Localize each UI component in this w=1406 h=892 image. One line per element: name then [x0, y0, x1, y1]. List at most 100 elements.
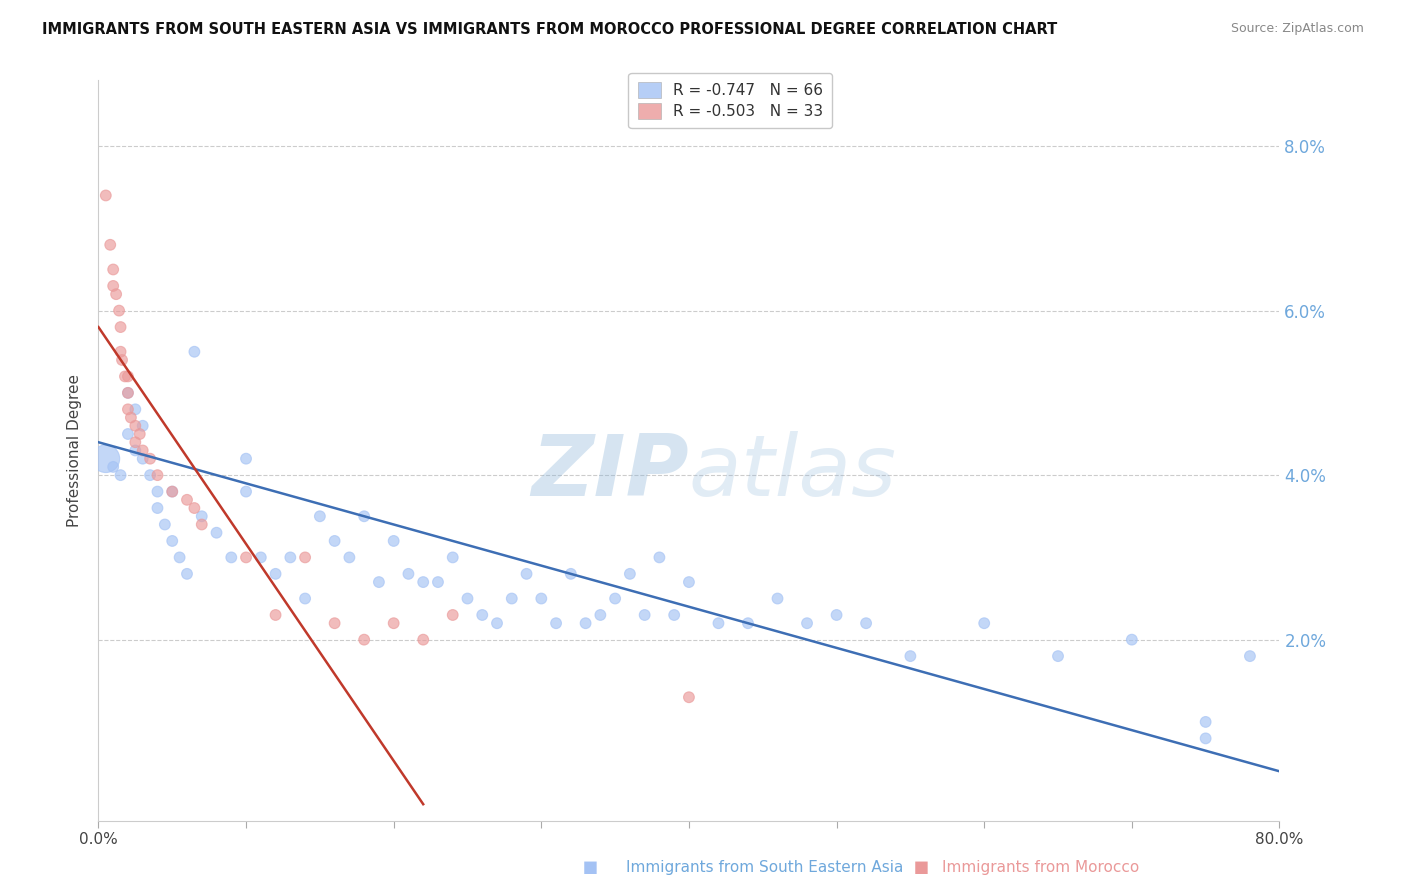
Point: [294, 591, 316, 606]
Point: [1195, 731, 1218, 746]
Point: [110, 468, 132, 483]
Point: [124, 435, 146, 450]
Point: [162, 484, 183, 499]
Point: [575, 616, 598, 631]
Point: [486, 616, 509, 631]
Point: [162, 484, 183, 499]
Point: [560, 566, 582, 581]
Point: [183, 501, 205, 516]
Point: [250, 550, 273, 565]
Point: [546, 616, 568, 631]
Y-axis label: Professional Degree: Professional Degree: [67, 374, 83, 527]
Point: [737, 616, 759, 631]
Text: atlas: atlas: [689, 431, 897, 514]
Point: [110, 320, 132, 334]
Point: [441, 550, 464, 565]
Point: [235, 451, 257, 466]
Point: [457, 591, 479, 606]
Point: [707, 616, 730, 631]
Text: Source: ZipAtlas.com: Source: ZipAtlas.com: [1230, 22, 1364, 36]
Point: [412, 575, 434, 590]
Point: [339, 550, 361, 565]
Point: [323, 533, 346, 548]
Point: [117, 427, 139, 442]
Point: [664, 607, 686, 622]
Point: [648, 550, 671, 565]
Point: [117, 402, 139, 417]
Point: [619, 566, 641, 581]
Point: [176, 492, 198, 507]
Point: [427, 575, 450, 590]
Point: [221, 550, 243, 565]
Point: [191, 517, 214, 532]
Point: [368, 575, 391, 590]
Point: [1046, 649, 1070, 664]
Text: ▪: ▪: [582, 855, 599, 879]
Point: [98, 237, 121, 252]
Point: [139, 468, 162, 483]
Point: [205, 525, 228, 540]
Point: [678, 690, 700, 705]
Point: [264, 566, 287, 581]
Point: [146, 468, 169, 483]
Point: [634, 607, 657, 622]
Point: [900, 649, 922, 664]
Point: [110, 344, 132, 359]
Text: ▪: ▪: [912, 855, 929, 879]
Point: [111, 353, 134, 368]
Point: [169, 550, 191, 565]
Point: [108, 303, 131, 318]
Point: [114, 369, 136, 384]
Point: [120, 410, 142, 425]
Point: [309, 509, 332, 524]
Text: Immigrants from Morocco: Immigrants from Morocco: [942, 860, 1139, 874]
Point: [501, 591, 523, 606]
Point: [117, 385, 139, 400]
Point: [678, 575, 700, 590]
Point: [117, 385, 139, 400]
Point: [353, 632, 375, 647]
Point: [124, 418, 146, 433]
Point: [605, 591, 627, 606]
Point: [103, 262, 125, 277]
Point: [264, 607, 287, 622]
Point: [235, 484, 257, 499]
Point: [1239, 649, 1261, 664]
Text: Immigrants from South Eastern Asia: Immigrants from South Eastern Asia: [626, 860, 903, 874]
Point: [105, 287, 128, 301]
Point: [398, 566, 420, 581]
Point: [323, 616, 346, 631]
Point: [117, 369, 139, 384]
Point: [94, 451, 117, 466]
Text: ZIP: ZIP: [531, 431, 689, 514]
Point: [412, 632, 434, 647]
Legend: R = -0.747   N = 66, R = -0.503   N = 33: R = -0.747 N = 66, R = -0.503 N = 33: [628, 73, 832, 128]
Point: [1195, 714, 1218, 729]
Point: [471, 607, 494, 622]
Point: [825, 607, 848, 622]
Point: [382, 533, 405, 548]
Point: [162, 533, 183, 548]
Point: [353, 509, 375, 524]
Text: IMMIGRANTS FROM SOUTH EASTERN ASIA VS IMMIGRANTS FROM MOROCCO PROFESSIONAL DEGRE: IMMIGRANTS FROM SOUTH EASTERN ASIA VS IM…: [42, 22, 1057, 37]
Point: [183, 344, 205, 359]
Point: [796, 616, 818, 631]
Point: [132, 443, 155, 458]
Point: [146, 501, 169, 516]
Point: [132, 451, 155, 466]
Point: [124, 402, 146, 417]
Point: [94, 188, 117, 202]
Point: [103, 459, 125, 474]
Point: [766, 591, 789, 606]
Point: [139, 451, 162, 466]
Point: [294, 550, 316, 565]
Point: [191, 509, 214, 524]
Point: [235, 550, 257, 565]
Point: [441, 607, 464, 622]
Point: [153, 517, 176, 532]
Point: [128, 427, 150, 442]
Point: [589, 607, 612, 622]
Point: [855, 616, 877, 631]
Point: [516, 566, 538, 581]
Point: [176, 566, 198, 581]
